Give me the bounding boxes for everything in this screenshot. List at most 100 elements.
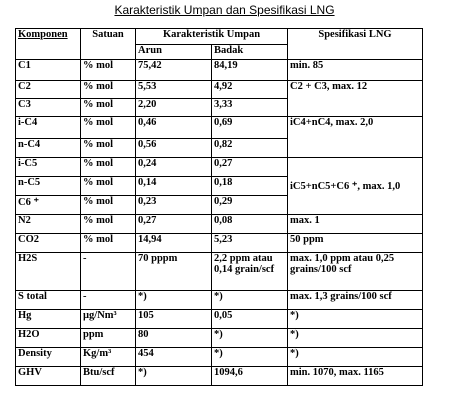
spec-table: Komponen Satuan Karakteristik Umpan Spes…: [15, 28, 423, 386]
spec-cell: C2 + C3, max. 12: [287, 80, 423, 117]
arun-cell: 70 pppm: [135, 252, 212, 291]
spec-cell: min. 1070, max. 1165: [287, 366, 423, 386]
badak-cell: 3,33: [211, 98, 288, 117]
spec-cell: max. 1,3 grains/100 scf: [287, 290, 423, 310]
arun-cell: 0,23: [135, 195, 212, 215]
arun-cell: *): [135, 366, 212, 386]
komponen-cell: C3: [15, 98, 81, 117]
table-title: Karakteristik Umpan dan Spesifikasi LNG: [114, 3, 335, 17]
arun-cell: 14,94: [135, 233, 212, 253]
table-row: Density Kg/m³ 454 *) *): [15, 347, 423, 367]
komponen-cell: C1: [15, 59, 81, 81]
table-row: H2O ppm 80 *) *): [15, 328, 423, 348]
badak-cell: 2,2 ppm atau 0,14 grain/scf: [211, 252, 288, 291]
spec-cell: *): [287, 309, 423, 329]
satuan-cell: % mol: [80, 214, 136, 234]
badak-cell: 0,08: [211, 214, 288, 234]
komponen-cell: Hg: [15, 309, 81, 329]
komponen-cell: C2: [15, 80, 81, 99]
badak-cell: 0,05: [211, 309, 288, 329]
badak-cell: 0,27: [211, 157, 288, 177]
arun-cell: 80: [135, 328, 212, 348]
spec-cell: iC5+nC5+C6 ⁺, max. 1,0: [287, 157, 423, 215]
arun-cell: 0,46: [135, 116, 212, 139]
badak-cell: 0,82: [211, 138, 288, 158]
satuan-cell: % mol: [80, 157, 136, 177]
komponen-cell: C6 ⁺: [15, 195, 81, 215]
komponen-cell: i-C5: [15, 157, 81, 177]
komponen-cell: H2O: [15, 328, 81, 348]
satuan-cell: -: [80, 290, 136, 310]
spec-cell: *): [287, 328, 423, 348]
satuan-cell: % mol: [80, 138, 136, 158]
badak-cell: 84,19: [211, 59, 288, 81]
header-spesifikasi: Spesifikasi LNG: [287, 28, 423, 60]
arun-cell: 0,14: [135, 176, 212, 196]
badak-cell: 0,18: [211, 176, 288, 196]
table-row: S total - *) *) max. 1,3 grains/100 scf: [15, 290, 423, 310]
satuan-cell: Kg/m³: [80, 347, 136, 367]
komponen-cell: N2: [15, 214, 81, 234]
satuan-cell: % mol: [80, 233, 136, 253]
badak-cell: 1094,6: [211, 366, 288, 386]
komponen-cell: H2S: [15, 252, 81, 291]
spec-cell: max. 1: [287, 214, 423, 234]
table-row: i-C5 % mol 0,24 0,27 iC5+nC5+C6 ⁺, max. …: [15, 157, 423, 215]
table-row: C6 ⁺ % mol 0,23 0,29: [15, 195, 423, 215]
satuan-cell: % mol: [80, 116, 136, 139]
table-row: H2S - 70 pppm 2,2 ppm atau 0,14 grain/sc…: [15, 252, 423, 291]
badak-cell: *): [211, 347, 288, 367]
table-row: GHV Btu/scf *) 1094,6 min. 1070, max. 11…: [15, 366, 423, 386]
header-satuan: Satuan: [80, 28, 136, 60]
satuan-cell: -: [80, 252, 136, 291]
satuan-cell: % mol: [80, 98, 136, 117]
satuan-cell: Btu/scf: [80, 366, 136, 386]
spec-cell: iC4+nC4, max. 2,0: [287, 116, 423, 158]
spec-cell: 50 ppm: [287, 233, 423, 253]
komponen-cell: S total: [15, 290, 81, 310]
arun-cell: 105: [135, 309, 212, 329]
header-badak: Badak: [211, 44, 288, 60]
subheader-row: Arun Badak: [16, 44, 423, 60]
spec-cell: min. 85: [287, 59, 423, 81]
header-row: Komponen Satuan Karakteristik Umpan Spes…: [15, 28, 423, 60]
badak-cell: 5,23: [211, 233, 288, 253]
komponen-cell: Density: [15, 347, 81, 367]
komponen-cell: n-C4: [15, 138, 81, 158]
badak-cell: *): [211, 328, 288, 348]
arun-cell: *): [135, 290, 212, 310]
satuan-cell: % mol: [80, 80, 136, 99]
spec-cell: *): [287, 347, 423, 367]
table-row: i-C4 % mol 0,46 0,69 iC4+nC4, max. 2,0: [15, 116, 423, 158]
arun-cell: 454: [135, 347, 212, 367]
badak-cell: 0,69: [211, 116, 288, 139]
arun-cell: 75,42: [135, 59, 212, 81]
badak-cell: 4,92: [211, 80, 288, 99]
table-row: N2 % mol 0,27 0,08 max. 1: [15, 214, 423, 234]
komponen-cell: CO2: [15, 233, 81, 253]
satuan-cell: % mol: [80, 59, 136, 81]
table-row: Hg µg/Nm³ 105 0,05 *): [15, 309, 423, 329]
arun-cell: 2,20: [135, 98, 212, 117]
satuan-cell: µg/Nm³: [80, 309, 136, 329]
table-row: C1 % mol 75,42 84,19 min. 85: [15, 59, 423, 81]
arun-cell: 0,24: [135, 157, 212, 177]
table-row: C2 % mol 5,53 4,92 C2 + C3, max. 12: [15, 80, 423, 117]
spec-cell: max. 1,0 ppm atau 0,25 grains/100 scf: [287, 252, 423, 291]
table-row: n-C4 % mol 0,56 0,82: [15, 138, 423, 158]
komponen-cell: GHV: [15, 366, 81, 386]
arun-cell: 0,56: [135, 138, 212, 158]
arun-cell: 0,27: [135, 214, 212, 234]
header-komponen: Komponen: [15, 28, 81, 60]
arun-cell: 5,53: [135, 80, 212, 99]
komponen-cell: i-C4: [15, 116, 81, 139]
header-karakteristik: Karakteristik Umpan: [135, 28, 288, 45]
satuan-cell: % mol: [80, 176, 136, 196]
badak-cell: 0,29: [211, 195, 288, 215]
satuan-cell: % mol: [80, 195, 136, 215]
table-row: CO2 % mol 14,94 5,23 50 ppm: [15, 233, 423, 253]
header-arun: Arun: [135, 44, 212, 60]
komponen-cell: n-C5: [15, 176, 81, 196]
badak-cell: *): [211, 290, 288, 310]
satuan-cell: ppm: [80, 328, 136, 348]
